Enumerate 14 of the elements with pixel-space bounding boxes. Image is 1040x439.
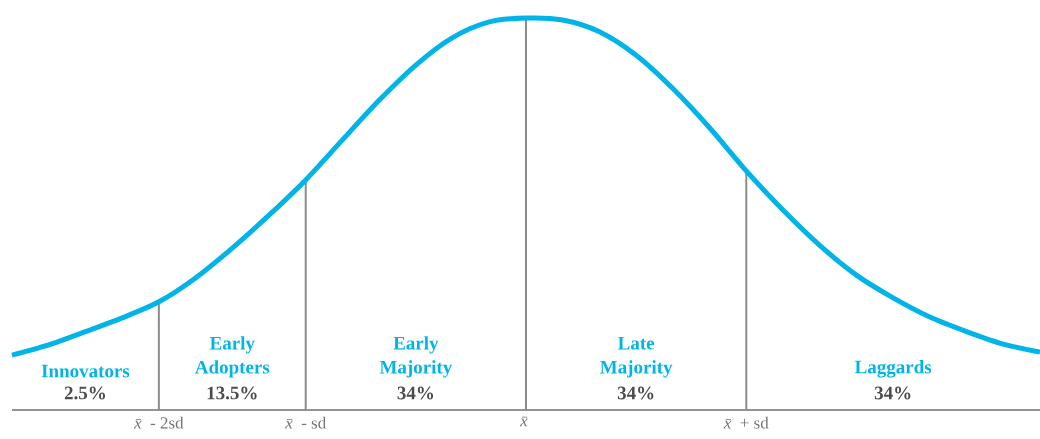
annotation: 34% bbox=[617, 386, 654, 400]
annotation: 2.5% bbox=[64, 386, 106, 400]
annotation: 34% bbox=[874, 386, 911, 400]
x-tick-label: x̄ - sd bbox=[285, 416, 326, 429]
x-tick-label: x̄ - 2sd bbox=[133, 416, 184, 429]
annotation: 13.5% bbox=[207, 386, 257, 400]
x-tick-label: x̄ bbox=[519, 416, 528, 427]
annotation: Early Majority bbox=[379, 336, 453, 378]
annotation: Early Adopters bbox=[195, 336, 270, 378]
annotation: 34% bbox=[397, 386, 434, 400]
annotation: Innovators bbox=[41, 364, 130, 378]
annotation: Late Majority bbox=[600, 336, 673, 378]
annotation: Laggards bbox=[854, 360, 932, 378]
x-tick-label: x̄ + sd bbox=[723, 416, 769, 429]
